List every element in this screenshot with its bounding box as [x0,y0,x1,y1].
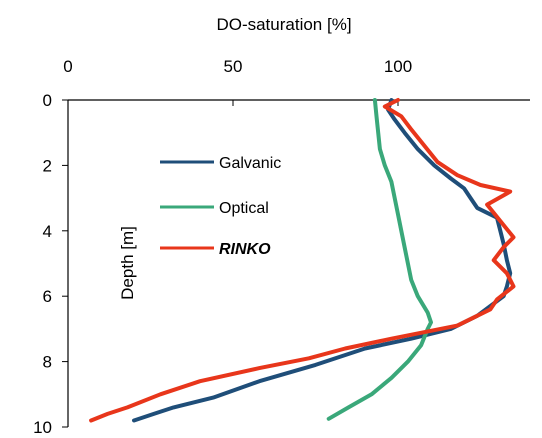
plot-area: 0 50 100 0 2 4 6 8 10 [33,57,530,437]
series-line-rinko [89,98,516,423]
x-axis-title: DO-saturation [%] [216,15,351,34]
x-tick-label: 0 [63,57,72,76]
legend-label-optical: Optical [219,200,269,217]
legend: Galvanic Optical RINKO [160,155,281,258]
y-tick-label: 0 [43,91,52,110]
x-tick-label: 100 [384,57,412,76]
y-tick-label: 2 [43,156,52,175]
series-line-optical [326,98,433,421]
x-tick-label: 50 [224,57,243,76]
legend-label-galvanic: Galvanic [219,155,281,172]
y-tick-label: 4 [43,222,52,241]
y-tick-label: 6 [43,287,52,306]
y-tick-label: 10 [33,418,52,437]
y-axis-title: Depth [m] [118,226,137,300]
legend-label-rinko: RINKO [219,241,271,258]
series-line-galvanic [132,98,513,423]
y-tick-label: 8 [43,353,52,372]
